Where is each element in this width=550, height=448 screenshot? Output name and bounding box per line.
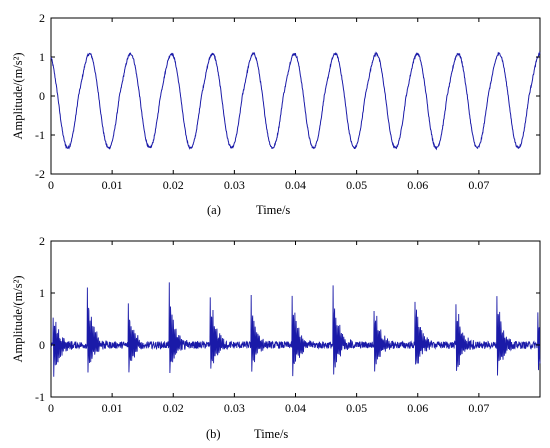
panel-b-frame	[50, 240, 541, 398]
y-tick-label: -1	[35, 390, 45, 404]
x-tick-label: 0.05	[346, 178, 367, 192]
panel-label-b: (b)	[206, 427, 221, 441]
x-tick-label: 0.04	[285, 401, 306, 415]
y-tick-label: -2	[35, 167, 45, 181]
y-axis-label-a: Amplitude/(m/s²)	[11, 52, 25, 139]
y-tick-label: 0	[39, 338, 45, 352]
x-tick-label: 0.06	[407, 178, 428, 192]
x-tick-label: 0	[48, 178, 54, 192]
y-tick-label: 1	[39, 286, 45, 300]
x-tick-label: 0.04	[285, 178, 306, 192]
x-axis-label-a: Time/s	[256, 203, 290, 217]
y-tick-label: 0	[39, 89, 45, 103]
y-tick-label: 2	[39, 234, 45, 248]
x-tick-label: 0.03	[224, 178, 245, 192]
panel-a-frame	[50, 17, 541, 175]
x-tick-label: 0.06	[407, 401, 428, 415]
x-tick-label: 0.03	[224, 401, 245, 415]
x-tick-label: 0	[48, 401, 54, 415]
x-tick-label: 0.01	[102, 401, 123, 415]
y-tick-label: 1	[39, 50, 45, 64]
series-line-b	[50, 282, 541, 377]
y-tick-label: 2	[39, 11, 45, 25]
x-axis-label-b: Time/s	[254, 427, 288, 441]
series-line-a	[50, 50, 541, 151]
x-tick-label: 0.07	[468, 178, 489, 192]
x-tick-label: 0.02	[163, 178, 184, 192]
panel-label-a: (a)	[207, 203, 221, 217]
panel-a: 0 0.01 0.02 0.03 0.04 0.05 0.06 0.07 -2 -1 0 1 2 (a)…	[11, 11, 541, 217]
x-tick-label: 0.01	[102, 178, 123, 192]
x-tick-label: 0.02	[163, 401, 184, 415]
y-axis-label-b: Amplitude/(m/s²)	[11, 275, 25, 362]
x-tick-label: 0.07	[468, 401, 489, 415]
x-tick-label: 0.05	[346, 401, 367, 415]
y-tick-label: -1	[35, 128, 45, 142]
